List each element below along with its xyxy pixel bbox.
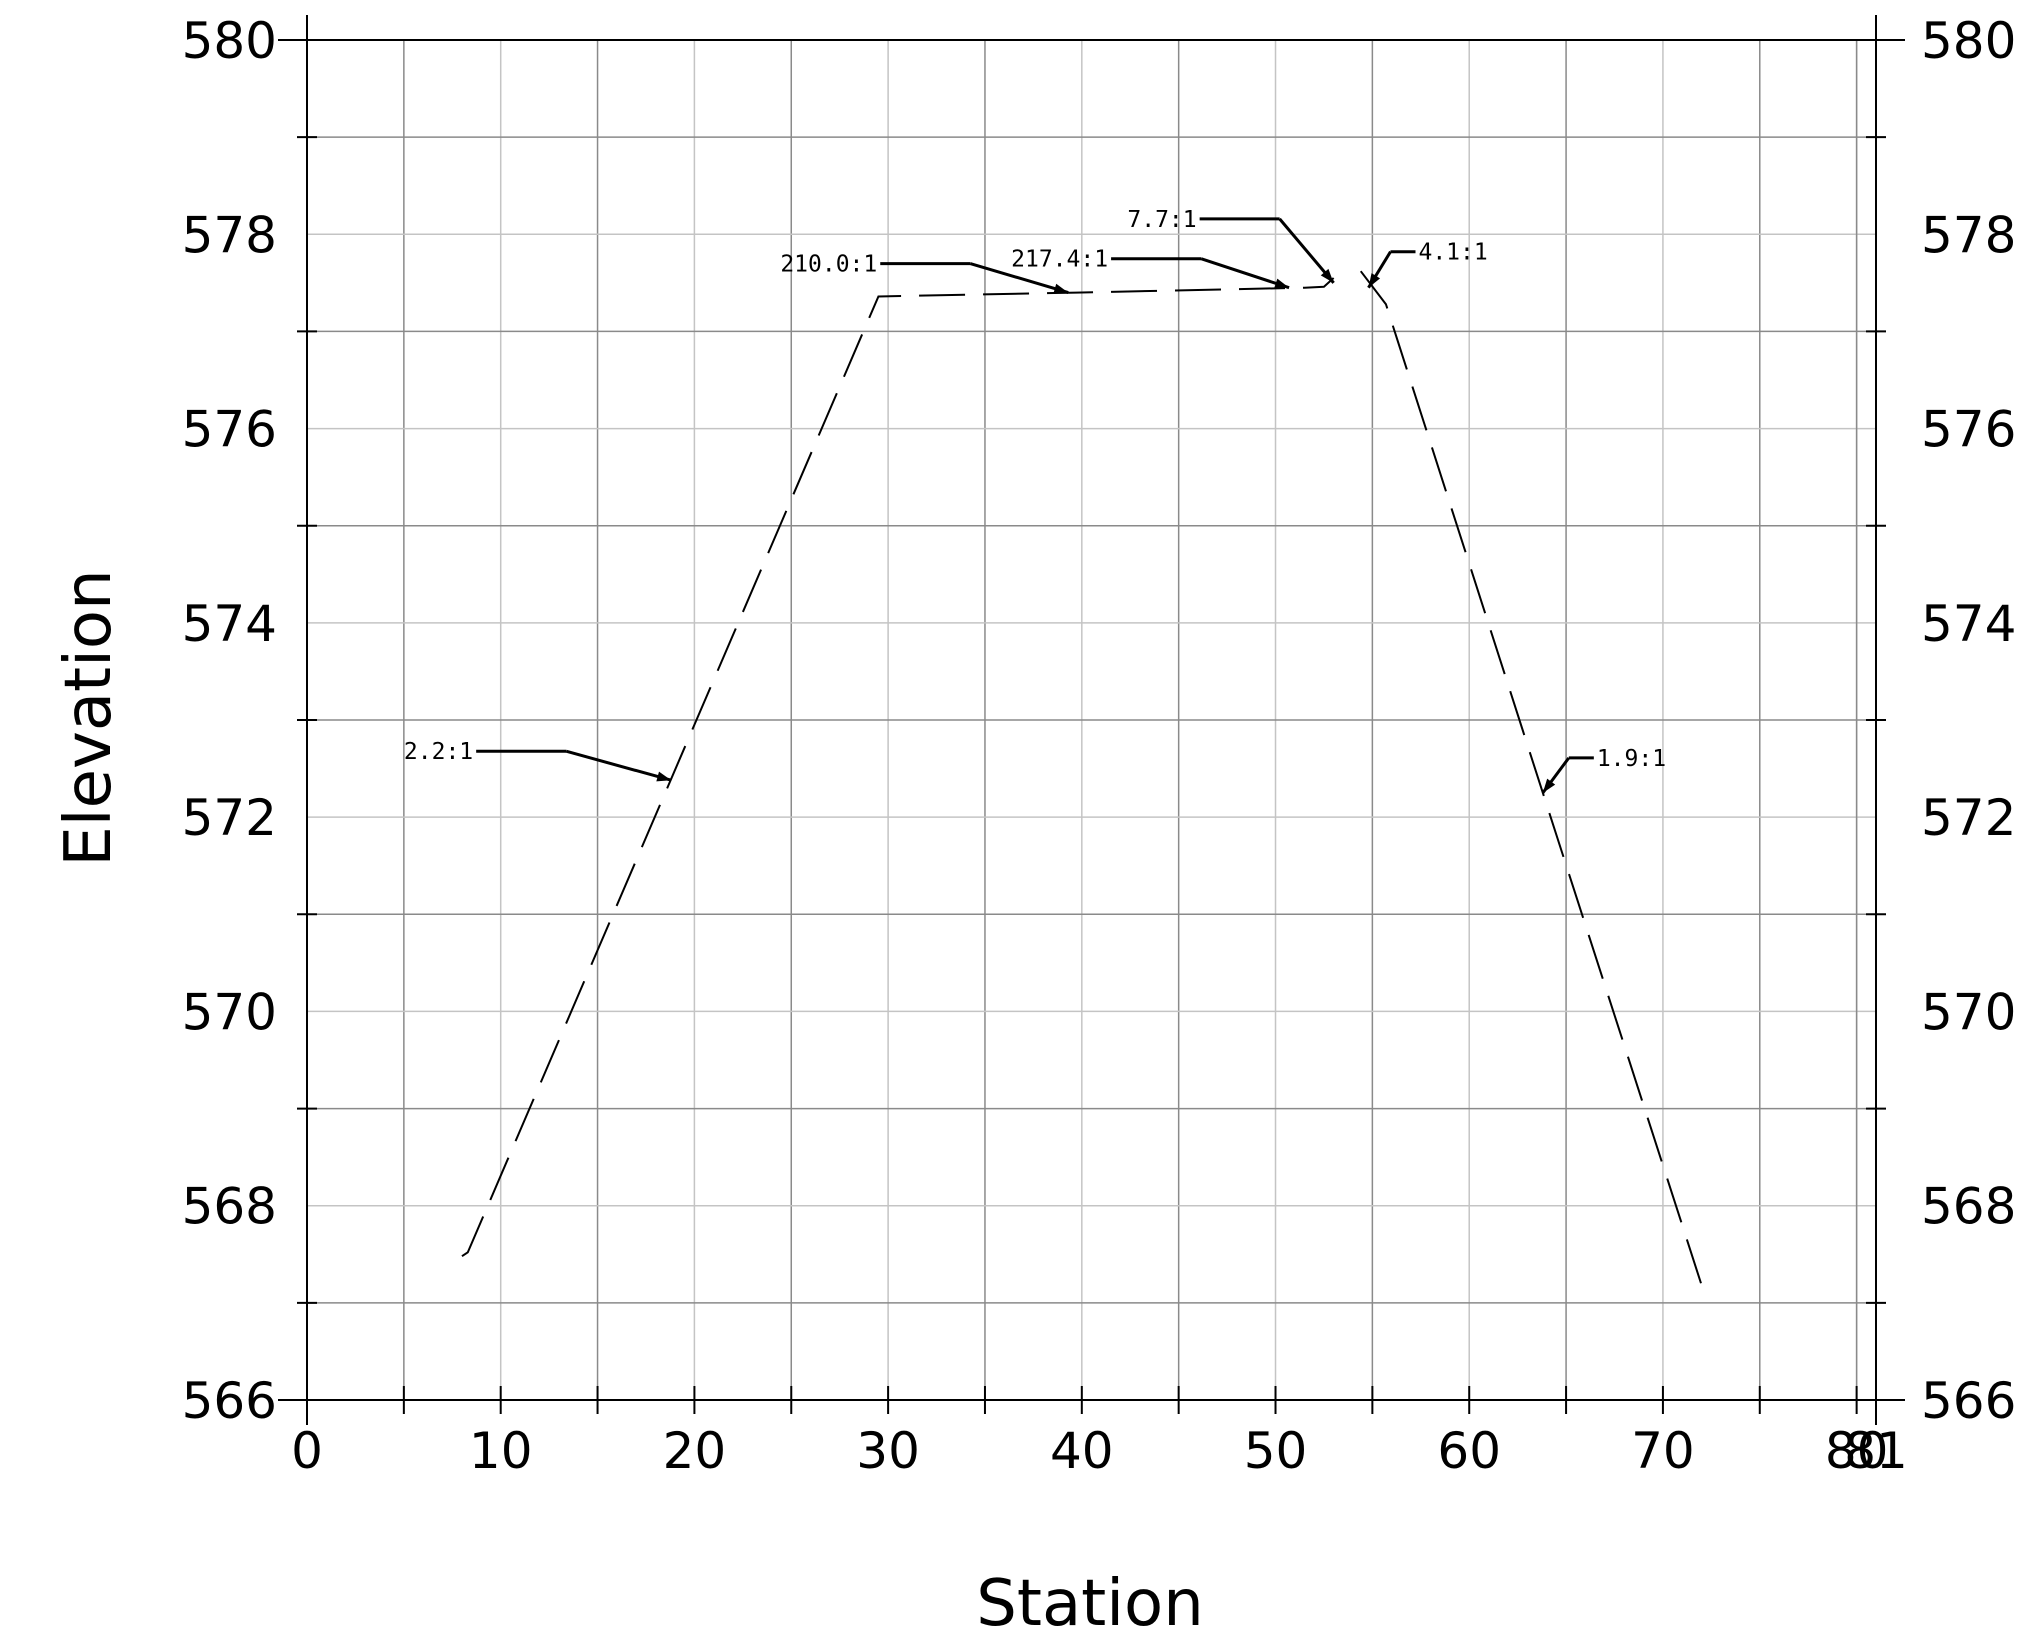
y-tick-label-right: 566 [1921,1372,2016,1430]
x-tick-label: 40 [1050,1422,1114,1480]
y-tick-label-left: 574 [182,595,277,653]
y-tick-label-left: 580 [182,12,277,70]
y-tick-label-right: 578 [1921,206,2016,264]
x-tick-label: 0 [291,1422,323,1480]
y-tick-label-left: 578 [182,206,277,264]
annotation-label: 217.4:1 [1011,247,1108,273]
y-tick-label-right: 572 [1921,789,2016,847]
annotation-leader [969,262,1069,295]
x-tick-label: 70 [1631,1422,1695,1480]
y-axis-title: Elevation [52,569,126,866]
y-tick-label-left: 570 [182,983,277,1041]
y-tick-label-left: 572 [182,789,277,847]
y-tick-label-left: 568 [182,1178,277,1236]
series-group [461,270,1703,1286]
x-tick-label: 30 [856,1422,920,1480]
y-tick-label-left: 576 [182,401,277,459]
annotation-label: 1.9:1 [1597,746,1666,772]
annotation-label: 4.1:1 [1418,240,1487,266]
slope-annotation: 4.1:1 [1367,240,1488,289]
x-tick-label: 20 [663,1422,727,1480]
slope-annotation: 210.0:1 [780,252,1069,295]
annotation-arrowhead [1368,273,1381,288]
grid [307,40,1876,1400]
annotation-arrowhead [1542,778,1556,793]
slope-annotation: 1.9:1 [1541,746,1666,794]
annotation-label: 210.0:1 [780,252,877,278]
annotation-leader [565,749,672,782]
x-tick-label: 50 [1244,1422,1308,1480]
slope-annotation: 7.7:1 [1127,207,1335,284]
x-tick-label: 60 [1437,1422,1501,1480]
x-tick-label: 80 [1825,1422,1889,1480]
annotation-arrowhead [656,771,672,782]
x-tick-label: 81 [1844,1422,1908,1480]
y-tick-label-right: 576 [1921,401,2016,459]
axis-ticks [297,136,1886,1414]
y-tick-label-right: 574 [1921,595,2016,653]
annotation-leader [1200,257,1290,290]
annotation-label: 7.7:1 [1127,207,1196,233]
y-tick-label-right: 568 [1921,1178,2016,1236]
profile-line [461,277,1335,1258]
annotation-label: 2.2:1 [404,739,473,765]
slope-annotation: 217.4:1 [1011,247,1290,290]
annotation-arrowhead [1320,268,1334,283]
y-tick-label-right: 570 [1921,983,2016,1041]
annotations: 2.2:1 210.0:1 217.4:1 7.7:1 4.1:1 1.9:1 [404,207,1666,794]
y-tick-label-right: 580 [1921,12,2016,70]
x-tick-label: 10 [469,1422,533,1480]
annotation-arrowhead [1053,283,1069,294]
profile-line [1359,270,1703,1286]
y-tick-label-left: 566 [182,1372,277,1430]
x-axis-title: Station [976,1567,1204,1641]
annotation-arrowhead [1274,278,1290,289]
slope-annotation: 2.2:1 [404,739,672,782]
